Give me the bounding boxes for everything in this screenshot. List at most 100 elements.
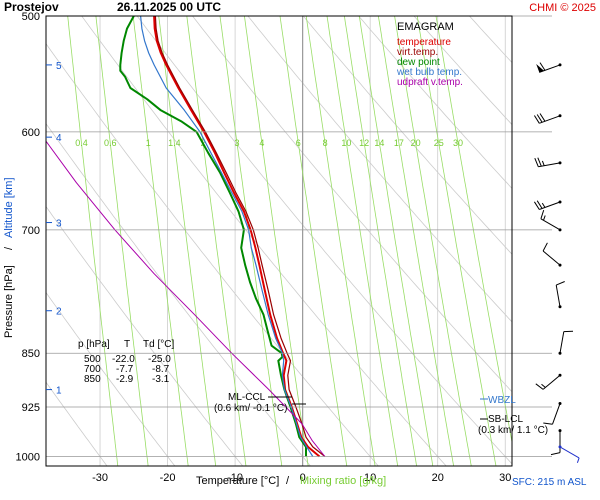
legend-item-temperature: temperature — [397, 37, 451, 48]
mixing-ratio-line — [377, 16, 454, 466]
wind-barb — [542, 242, 562, 267]
wind-barb-station — [558, 63, 562, 67]
altitude-tick-label: 2 — [56, 307, 62, 318]
sb-lcl-value: (0.3 km/ 1.1 °C) — [478, 425, 548, 436]
table-cell: 500 — [84, 354, 101, 365]
wind-barb-flag — [536, 114, 543, 123]
dry-adiabat — [302, 16, 512, 255]
wind-barb-shaft — [552, 403, 561, 425]
wind-barbs — [533, 62, 580, 463]
wind-barb-flag — [534, 158, 539, 167]
temperature-tick-label: 30 — [499, 472, 511, 484]
mixing-ratio-line — [219, 16, 283, 466]
wind-barb — [534, 157, 562, 168]
wind-barb — [540, 209, 562, 232]
wind-barb-shaft — [555, 285, 561, 307]
mixing-ratio-line — [67, 16, 119, 466]
x-axis-label-separator: / — [286, 475, 290, 487]
dry-adiabat — [413, 16, 512, 126]
wind-barb-half-flag — [541, 383, 546, 388]
mixing-ratio-label: 0.6 — [104, 138, 117, 148]
wind-barb — [535, 373, 562, 390]
altitude-tick-label: 3 — [56, 219, 62, 230]
wind-barb-flag — [550, 452, 561, 456]
chart-legend: EMAGRAM temperature virt.temp. dew point… — [396, 21, 463, 88]
wind-barb-flag — [536, 200, 543, 209]
series-layer — [46, 16, 326, 458]
dry-adiabat — [580, 16, 600, 466]
mixing-ratio-line — [435, 16, 512, 445]
dry-adiabat — [247, 16, 512, 323]
ml-ccl-label: ML-CCL — [228, 392, 266, 403]
table-cell: -22.0 — [112, 354, 135, 365]
wind-barb-flag — [540, 209, 545, 219]
table-header-td: Td [°C] — [143, 339, 174, 350]
wind-barb-station — [558, 373, 562, 377]
wbzl-label: WBZL — [488, 395, 516, 406]
wind-barb-shaft — [542, 374, 561, 390]
wind-barb — [543, 402, 562, 425]
mixing-ratio-line — [132, 16, 189, 466]
wind-barb-station — [558, 200, 562, 204]
table-header-t: T — [124, 339, 130, 350]
wind-barb-shaft — [559, 446, 580, 459]
wind-barb-flag — [537, 157, 542, 167]
pressure-tick-label: 500 — [22, 11, 40, 23]
series-dew-point — [119, 16, 307, 457]
wind-barb-flag — [556, 281, 565, 286]
table-cell: -8.7 — [152, 364, 170, 375]
mixing-ratio-label: 20 — [411, 138, 421, 148]
wind-barb — [550, 429, 562, 456]
mixing-ratio-label: 1.4 — [168, 138, 181, 148]
temperature-tick-label: -20 — [160, 472, 176, 484]
legend-title: EMAGRAM — [397, 21, 454, 33]
altitude-tick-label: 4 — [56, 133, 62, 144]
wind-barb-half-flag — [576, 457, 580, 463]
wind-barb — [536, 62, 562, 73]
y-axis-label-pressure: Pressure [hPa] — [3, 265, 15, 338]
sfc-label: SFC: 215 m ASL — [512, 477, 587, 488]
mixing-ratio-line — [244, 16, 309, 466]
wind-barb-shaft — [542, 250, 561, 266]
wind-barb-flag — [543, 422, 553, 425]
legend-item-updraft: udpraft v.temp. — [397, 77, 463, 88]
wind-barb-station — [558, 445, 562, 449]
series-wet-bulb-temp — [140, 16, 314, 457]
y-axis-label-separator: / — [3, 246, 15, 250]
table-cell: 850 — [84, 374, 101, 385]
mixing-ratio-label: 8 — [323, 138, 328, 148]
pressure-tick-label: 925 — [22, 402, 40, 414]
sb-lcl-label: SB-LCL — [488, 414, 523, 425]
series-virt-temp — [154, 16, 326, 457]
mixing-ratio-line — [305, 16, 376, 466]
pressure-tick-label: 700 — [22, 225, 40, 237]
wind-barb-shaft — [539, 64, 561, 73]
wind-barb-half-flag — [541, 202, 546, 208]
mixing-ratio-line — [95, 16, 149, 466]
pressure-tick-label: 850 — [22, 348, 40, 360]
mixing-ratio-line — [279, 16, 348, 466]
wind-barb-shaft — [539, 115, 561, 124]
wind-barb-flag — [539, 62, 546, 71]
dry-adiabat — [0, 16, 39, 466]
wind-barb-station — [558, 114, 562, 118]
temperature-tick-label: -10 — [227, 472, 243, 484]
wind-barb-flag — [533, 201, 540, 210]
wind-barb-half-flag — [543, 215, 546, 221]
ml-ccl-value: (0.6 km/ -0.1 °C) — [214, 403, 287, 414]
wind-barb-station — [558, 351, 562, 355]
dry-adiabat — [46, 291, 176, 466]
mixing-ratio-label: 6 — [296, 138, 301, 148]
dry-adiabat — [46, 43, 379, 466]
wind-barb-shaft — [559, 331, 565, 354]
mixing-ratio-label: 10 — [341, 138, 351, 148]
wind-barb-flag — [535, 383, 544, 390]
y-axis-title: Pressure [hPa] / Altitude [km] — [3, 177, 15, 338]
annotations: ML-CCL (0.6 km/ -0.1 °C) WBZL SB-LCL (0.… — [214, 392, 548, 436]
wind-barb-station — [558, 305, 562, 309]
dry-adiabat — [46, 381, 108, 466]
table-cell: -25.0 — [148, 354, 171, 365]
mixing-ratio-label: 0.4 — [75, 138, 88, 148]
